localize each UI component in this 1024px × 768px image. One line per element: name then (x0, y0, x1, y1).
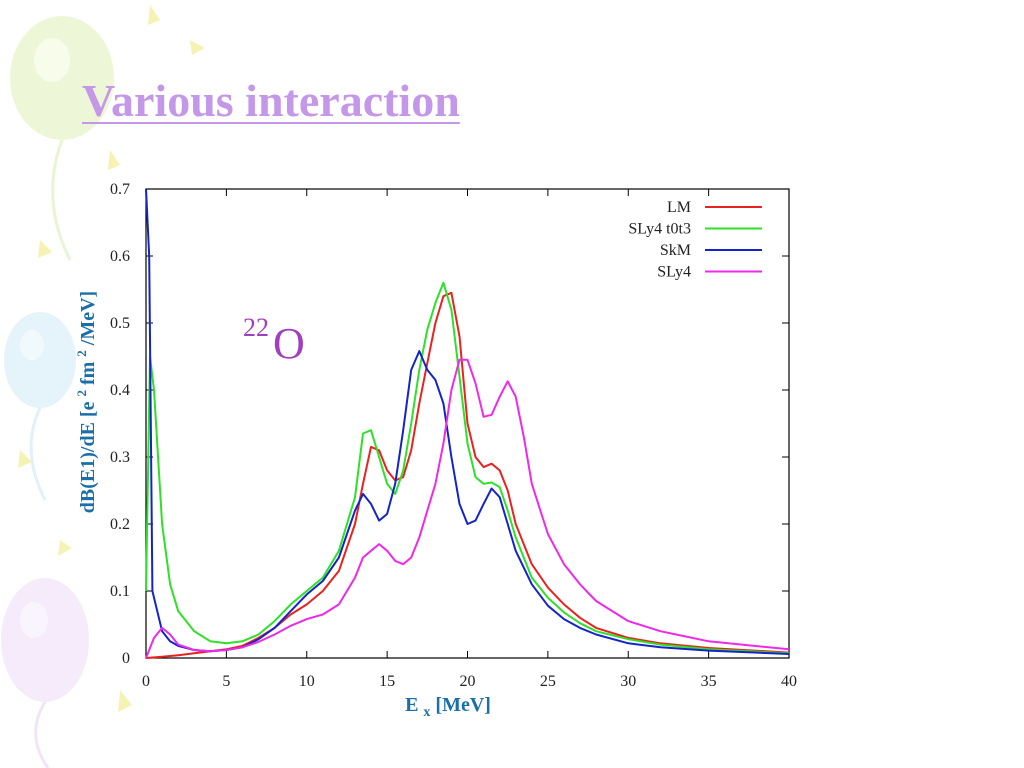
x-tick-label: 5 (222, 673, 230, 690)
x-tick-label: 40 (781, 673, 797, 690)
y-tick-label: 0 (122, 650, 130, 667)
x-tick-label: 35 (701, 673, 717, 690)
nucleus-mass-number: 22 (243, 313, 269, 342)
x-axis-label-unit: [MeV] (435, 694, 491, 716)
x-tick-label: 0 (142, 673, 150, 690)
y-axis-label: dB(E1)/dE [e 2 fm 2 /MeV] (69, 291, 99, 513)
series-lines (145, 188, 790, 659)
axis-ticks: 0 5 10 15 20 25 30 35 40 0 0.1 0.2 0.3 0.4 0.5 0.6 0.7 (110, 181, 797, 690)
y-tick-label: 0.4 (110, 382, 130, 399)
x-axis-label-main: E (405, 694, 418, 716)
x-tick-label: 10 (299, 673, 315, 690)
balloon-blue-decoration (4, 312, 76, 501)
x-tick-label: 15 (379, 673, 395, 690)
x-tick-label: 30 (620, 673, 636, 690)
y-axis-label-part3: /MeV] (77, 291, 99, 346)
y-axis-label-part2: fm (77, 361, 99, 385)
x-tick-label: 20 (460, 673, 476, 690)
slide-title: Various interaction (82, 75, 460, 126)
x-tick-label: 25 (540, 673, 556, 690)
y-axis-label-part1: dB(E1)/dE [e (77, 401, 99, 513)
y-tick-label: 0.2 (110, 516, 130, 533)
y-axis-label-sup2: 2 (74, 350, 89, 357)
legend-label: SLy4 (657, 264, 691, 281)
nucleus-label: 22 O (243, 313, 305, 368)
series-line-sly4 (145, 358, 790, 659)
y-tick-label: 0.1 (110, 583, 130, 600)
confetti-decoration (18, 5, 205, 712)
legend-label: LM (667, 199, 691, 216)
y-axis-label-sup1: 2 (74, 390, 89, 397)
y-tick-label: 0.6 (110, 248, 130, 265)
y-tick-label: 0.3 (110, 449, 130, 466)
balloon-green-decoration (10, 16, 114, 261)
series-line-sly4-t0t3 (145, 281, 790, 655)
balloon-purple-decoration (1, 578, 89, 768)
y-tick-label: 0.5 (110, 315, 130, 332)
series-line-lm (145, 291, 790, 659)
legend-label: SkM (660, 242, 691, 259)
nucleus-element: O (273, 319, 305, 368)
y-tick-label: 0.7 (110, 181, 130, 198)
legend-label: SLy4 t0t3 (628, 221, 691, 238)
legend: LM SLy4 t0t3 SkM SLy4 (628, 199, 762, 281)
x-axis-label: E x [MeV] (405, 694, 491, 721)
x-axis-label-subscript: x (423, 705, 430, 720)
